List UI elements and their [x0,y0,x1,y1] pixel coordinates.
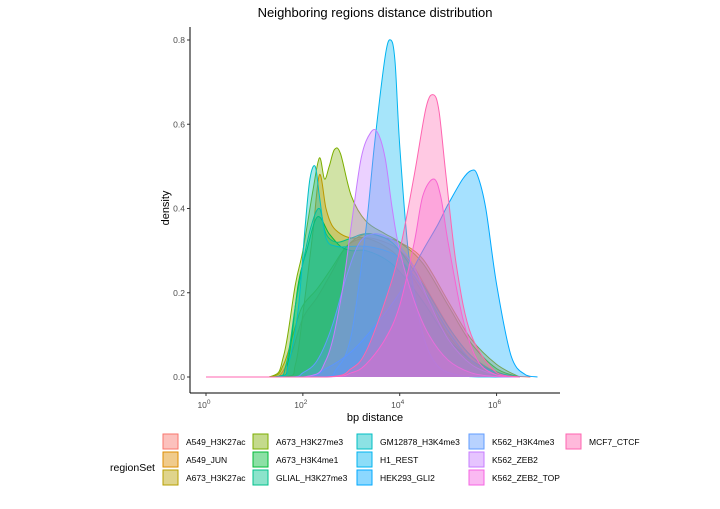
y-tick-label: 0.4 [173,204,185,214]
x-tick-label: 106 [488,399,501,410]
legend-label: GM12878_H3K4me3 [380,437,460,447]
density-line-gm12878-h3k4me3 [206,165,520,378]
legend-item-k562-zeb2: K562_ZEB2 [468,451,538,468]
plot-areas [206,39,538,378]
legend-item-glial-h3k27me3: GLIAL_H3K27me3 [252,469,348,486]
density-line-hek293-gli2 [206,169,538,378]
legend-item-a673-h3k27ac: A673_H3K27ac [162,469,246,486]
legend-key [356,433,373,450]
density-area-gm12878-h3k4me3 [206,165,520,377]
legend-key [565,433,582,450]
legend-key [252,469,269,486]
density-line-a673-h3k27me3 [206,147,520,378]
legend-key [468,451,485,468]
legend-key [468,433,485,450]
legend-label: A673_H3K4me1 [276,455,339,465]
y-axis-label: density [160,190,172,225]
x-axis-label: bp distance [347,412,403,424]
legend-label: GLIAL_H3K27me3 [276,473,348,483]
chart-title: Neighboring regions distance distributio… [258,5,493,20]
legend-label: K562_ZEB2 [492,455,538,465]
legend-label: A673_H3K27me3 [276,437,343,447]
density-line-mcf7-ctcf [206,94,520,378]
density-line-h1-rest [206,39,520,378]
density-area-k562-h3k4me3 [206,233,520,377]
legend-item-a673-h3k4me1: A673_H3K4me1 [252,451,339,468]
density-area-k562-zeb2-top [206,179,520,377]
density-line-a549-jun [206,174,520,378]
y-tick-label: 0.6 [173,119,185,129]
legend-label: MCF7_CTCF [589,437,640,447]
legend-key [162,433,179,450]
legend-label: H1_REST [380,455,418,465]
legend-key [252,451,269,468]
legend-item-a549-jun: A549_JUN [162,451,227,468]
legend-label: A673_H3K27ac [186,473,246,483]
legend-key [162,451,179,468]
legend-item-mcf7-ctcf: MCF7_CTCF [565,433,640,450]
legend-key [252,433,269,450]
density-line-glial-h3k27me3 [206,207,520,378]
density-line-k562-h3k4me3 [206,233,520,378]
legend-label: HEK293_GLI2 [380,473,435,483]
legend-label: A549_JUN [186,455,227,465]
legend-item-h1-rest: H1_REST [356,451,418,468]
legend-item-k562-h3k4me3: K562_H3K4me3 [468,433,555,450]
legend-item-k562-zeb2-top: K562_ZEB2_TOP [468,469,560,486]
density-area-a673-h3k4me1 [206,216,520,377]
density-area-a673-h3k27ac [206,233,520,377]
y-tick-label: 0.2 [173,288,185,298]
legend-label: K562_ZEB2_TOP [492,473,560,483]
density-area-mcf7-ctcf [206,94,520,378]
density-line-k562-zeb2 [206,129,520,378]
legend-key [356,451,373,468]
density-line-k562-zeb2-top [206,178,520,378]
legend-label: K562_H3K4me3 [492,437,555,447]
legend-key [162,469,179,486]
density-area-k562-zeb2 [206,129,520,377]
density-area-glial-h3k27me3 [206,208,520,377]
density-area-hek293-gli2 [206,169,538,377]
x-tick-label: 100 [197,399,210,410]
y-tick-label: 0.8 [173,35,185,45]
legend-item-gm12878-h3k4me3: GM12878_H3K4me3 [356,433,460,450]
legend-key [356,469,373,486]
y-tick-label: 0.0 [173,372,185,382]
x-tick-label: 102 [294,399,307,410]
x-tick-label: 104 [391,399,404,410]
legend-title: regionSet [110,462,155,474]
density-area-h1-rest [206,39,520,378]
density-area-a549-h3k27ac [206,237,531,377]
legend-label: A549_H3K27ac [186,437,246,447]
legend-item-hek293-gli2: HEK293_GLI2 [356,469,435,486]
legend-key [468,469,485,486]
legend-item-a673-h3k27me3: A673_H3K27me3 [252,433,343,450]
density-line-a549-h3k27ac [206,237,531,378]
legend-item-a549-h3k27ac: A549_H3K27ac [162,433,246,450]
axes: 0.0 0.2 0.4 0.6 0.8 100 102 104 106 [173,27,560,410]
legend: regionSet A549_H3K27ac A549_JUN A673_H3K27… [110,433,640,486]
